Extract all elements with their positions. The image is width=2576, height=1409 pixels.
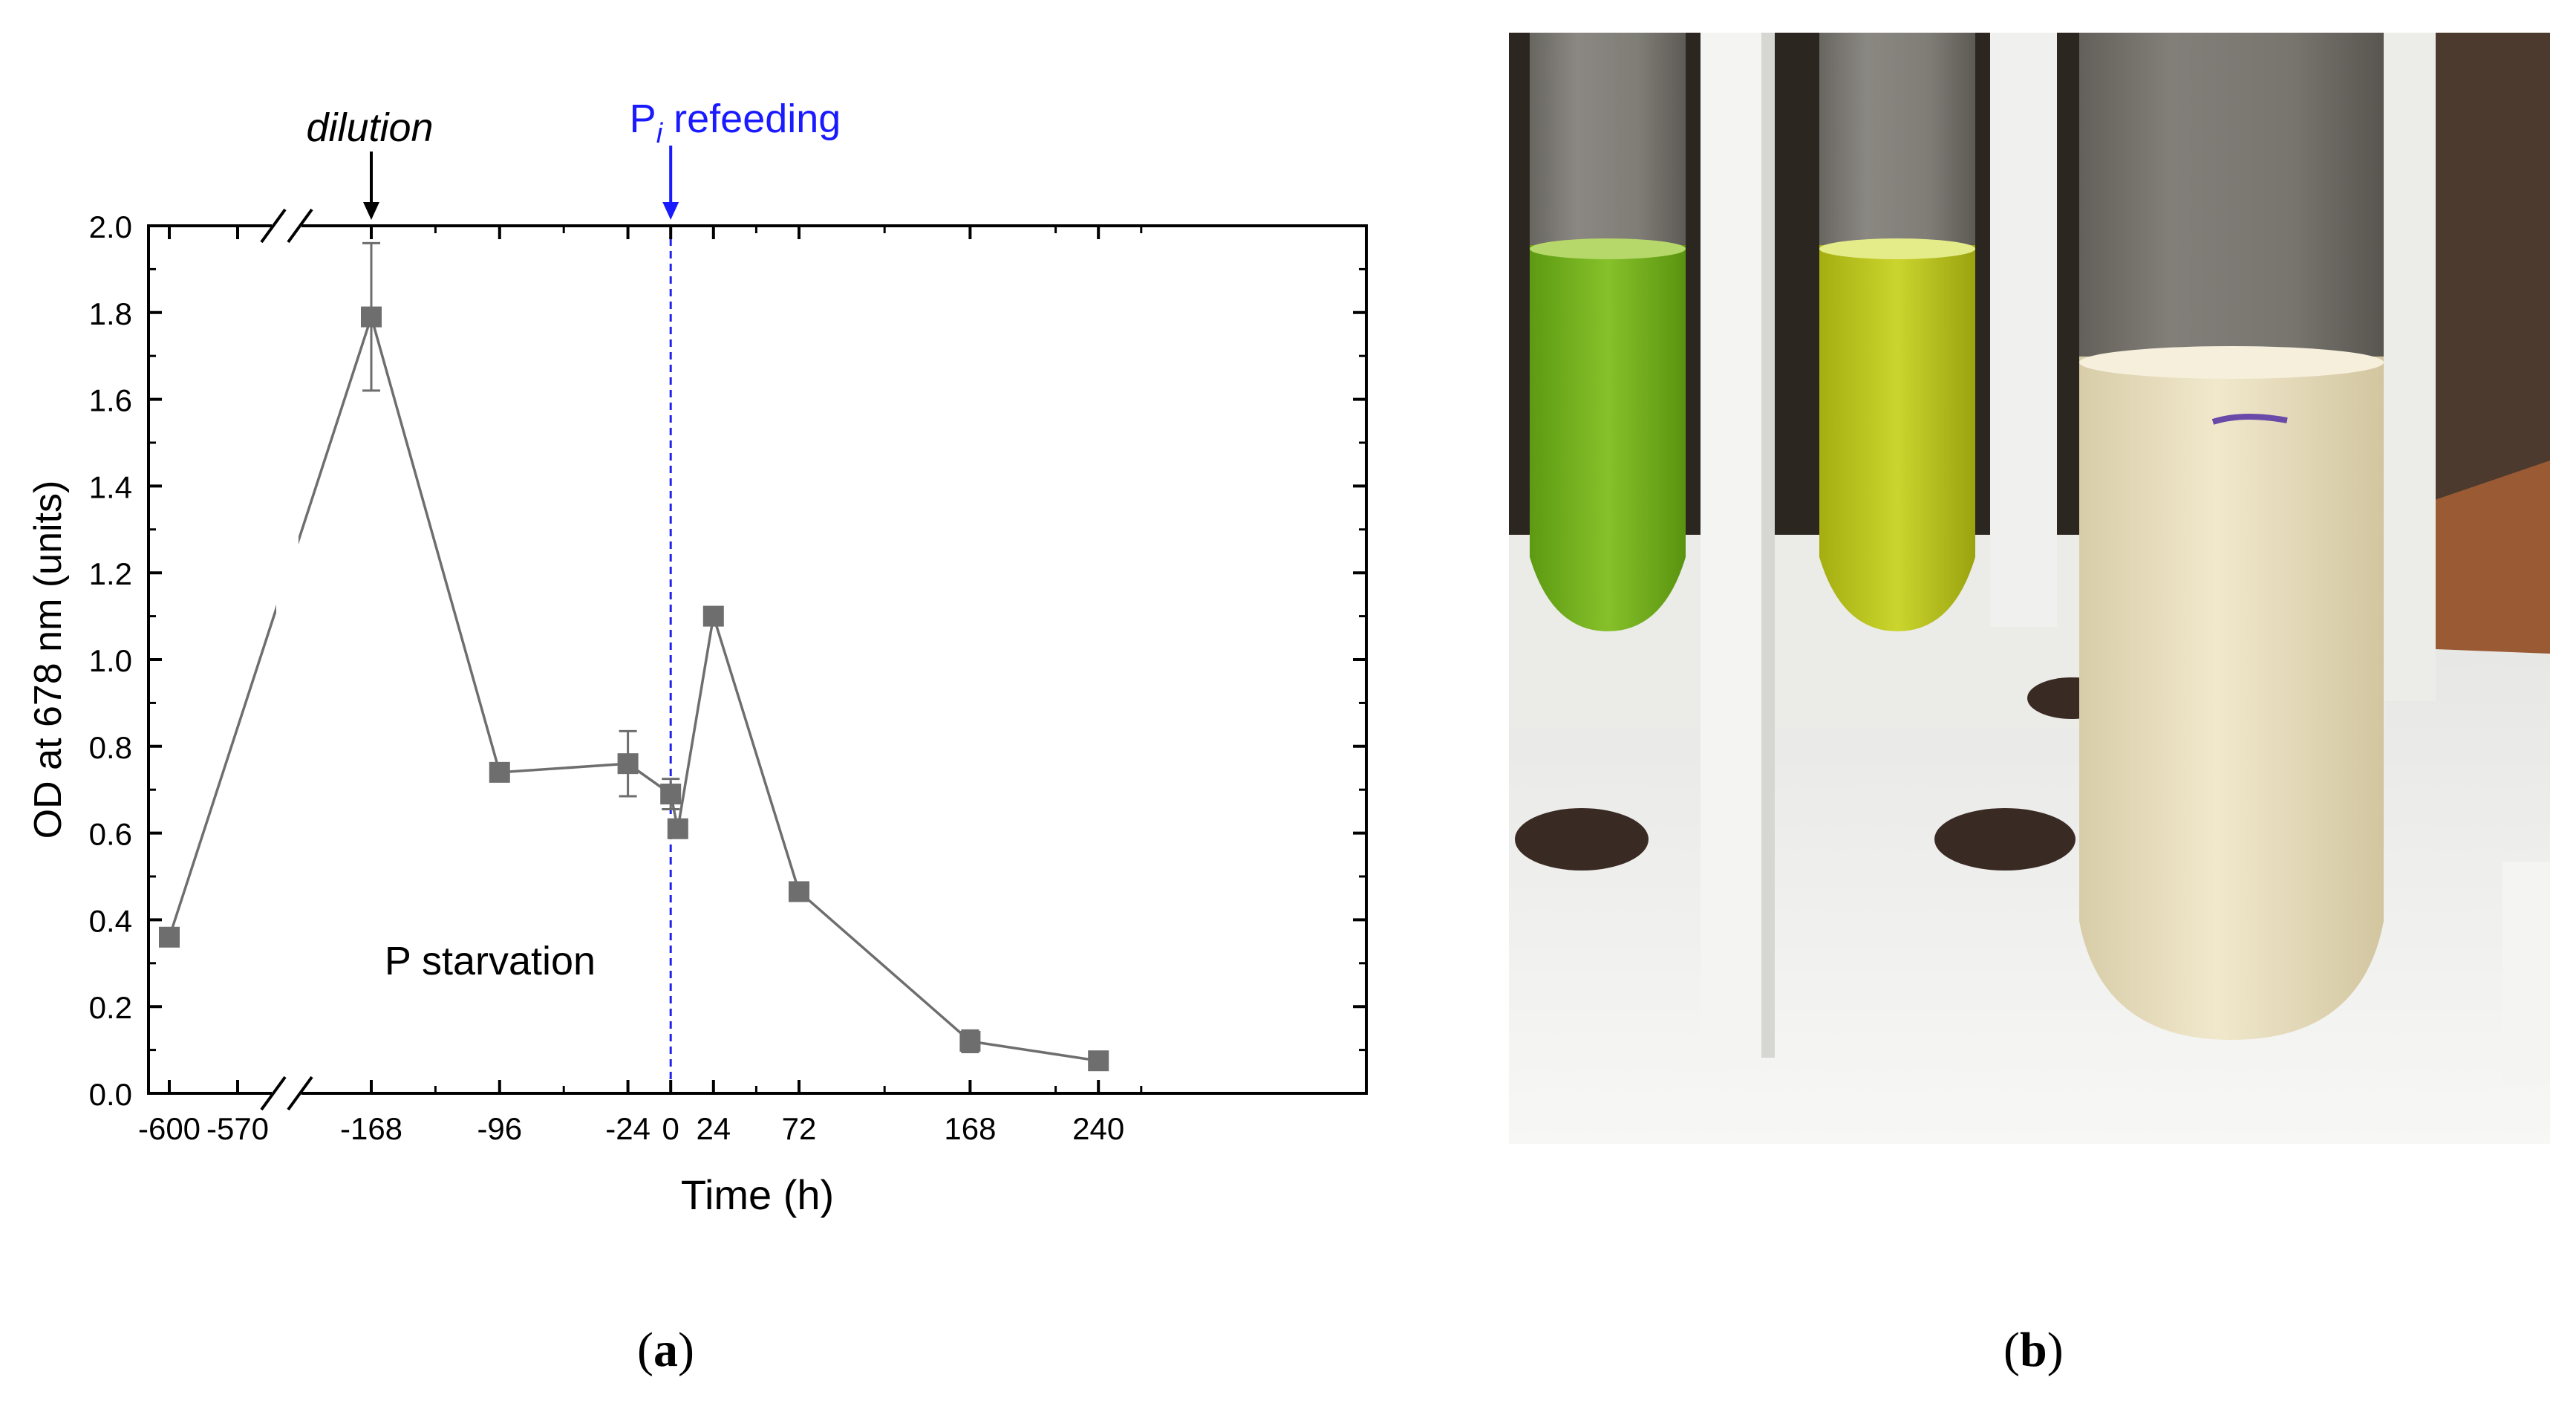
axis-break-slash: [287, 208, 313, 244]
refeeding-rest: refeeding: [662, 97, 841, 141]
x-axis-label: Time (h): [681, 1171, 834, 1218]
y-tick-label: 1.8: [89, 296, 132, 331]
y-tick-label: 0.2: [89, 990, 132, 1025]
x-tick-label: 72: [782, 1111, 817, 1146]
data-point: [361, 306, 382, 328]
data-point: [959, 1030, 981, 1052]
chart-panel-a: 0.0 0.2 0.4 0.6 0.8 1.0 1.2 1.4 1.6 1.8 2.0 -600 -5…: [27, 97, 1368, 1218]
data-point: [702, 605, 724, 627]
axis-break-gap: [272, 220, 301, 232]
y-tick-label: 1.2: [89, 556, 132, 591]
photo-tube-1-meniscus: [1530, 238, 1686, 259]
data-point: [1088, 1050, 1109, 1072]
annotation-refeeding: Pi refeeding: [630, 97, 841, 149]
data-point: [660, 784, 682, 805]
axis-break-slash: [287, 1076, 313, 1111]
photo-tube-2-meniscus: [1819, 238, 1975, 259]
photo-rack-post-1-shade: [1761, 33, 1775, 1058]
photo-tube-3-mark: [2211, 413, 2288, 425]
photo-wall-right: [2428, 33, 2550, 553]
arrow-head: [662, 202, 679, 220]
y-tick-label: 0.6: [89, 817, 132, 852]
photo-rack-hole-1: [1515, 808, 1649, 871]
x-axis: -600 -570 -168 -96 -24 0 24 72 168 240: [138, 226, 1143, 1146]
series-break-gap: [276, 464, 299, 660]
y-tick-label: 1.4: [89, 469, 132, 504]
x-tick-label: -96: [477, 1111, 522, 1146]
photo-tube-3-meniscus: [2079, 346, 2384, 379]
data-point: [667, 818, 688, 839]
annotation-dilution: dilution: [306, 105, 433, 150]
photo-panel-b: [1509, 33, 2550, 1144]
data-point: [617, 753, 639, 775]
x-tick-label: 0: [662, 1111, 679, 1146]
refeeding-p: P: [630, 97, 656, 141]
plot-frame: [147, 224, 1368, 1095]
y-tick-label: 0.8: [89, 730, 132, 765]
photo-tube-2-liquid: [1819, 245, 1975, 631]
photo-rack-hole-2: [1934, 808, 2076, 871]
dilution-arrow: [363, 152, 379, 220]
data-point: [489, 761, 510, 783]
y-tick-label: 1.0: [89, 643, 132, 678]
series-od: [159, 241, 1109, 1072]
arrow-head: [363, 202, 379, 220]
data-point: [789, 881, 809, 902]
refeeding-arrow: [662, 146, 679, 220]
photo-tube-1-liquid: [1530, 245, 1686, 631]
refeeding-subscript: i: [656, 118, 664, 149]
axis-break-gap: [272, 1087, 301, 1099]
y-axis: 0.0 0.2 0.4 0.6 0.8 1.0 1.2 1.4 1.6 1.8 2.0: [89, 209, 1366, 1112]
y-tick-label: 2.0: [89, 209, 132, 244]
caption-b-letter: b: [2019, 1323, 2047, 1377]
series-line-segment: [168, 316, 373, 938]
x-tick-label: -570: [206, 1111, 269, 1146]
caption-a: (a): [637, 1323, 694, 1377]
photo-tube-2-glass: [1819, 33, 1975, 256]
x-tick-label: 240: [1072, 1111, 1124, 1146]
x-tick-label: 168: [944, 1111, 996, 1146]
photo-tube-3-glass: [2079, 33, 2384, 359]
y-tick-label: 0.0: [89, 1077, 132, 1112]
x-tick-label: 24: [696, 1111, 731, 1146]
photo-rack-post-3: [2384, 33, 2436, 701]
photo-tube-1-glass: [1530, 33, 1686, 256]
photo-rack-block-right: [2502, 862, 2550, 1084]
x-tick-label: -168: [340, 1111, 402, 1146]
caption-a-letter: a: [653, 1323, 678, 1377]
x-tick-label: -24: [605, 1111, 650, 1146]
x-tick-label: -600: [138, 1111, 200, 1146]
caption-b: (b): [2003, 1323, 2064, 1377]
y-tick-label: 1.6: [89, 383, 132, 418]
annotation-starvation: P starvation: [385, 939, 596, 983]
data-point: [159, 926, 180, 948]
photo-tube-3-liquid: [2079, 357, 2384, 1040]
axis-break: [260, 208, 313, 1111]
axis-break-slash: [260, 208, 287, 244]
axis-break-slash: [260, 1076, 287, 1111]
y-tick-label: 0.4: [89, 903, 132, 938]
photo-rack-post-2: [1990, 33, 2057, 627]
y-axis-label: OD at 678 nm (units): [27, 481, 70, 839]
